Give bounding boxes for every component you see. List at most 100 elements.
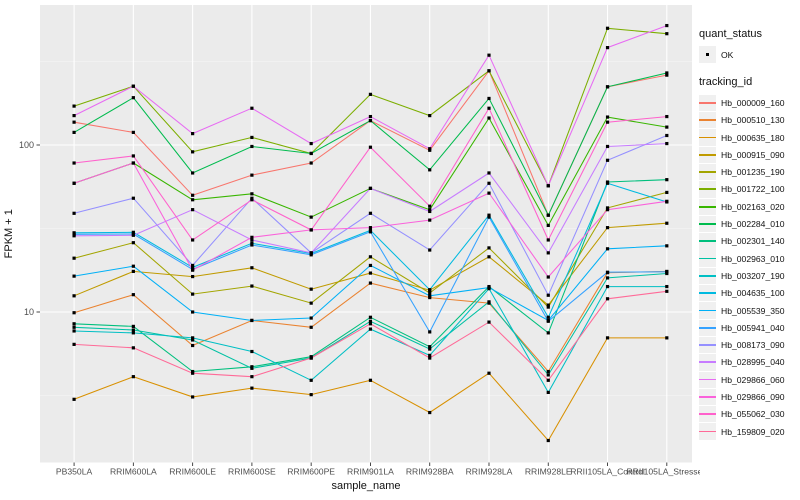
- x-axis-tick-label: RRIM901LA: [347, 467, 394, 477]
- line-swatch-key: [699, 94, 716, 112]
- legend-title-tracking-id: tracking_id: [699, 76, 753, 89]
- data-point-Hb_003207_190: [72, 329, 76, 333]
- data-point-Hb_003207_190: [368, 327, 373, 331]
- data-point-Hb_001235_190: [428, 291, 432, 295]
- data-point-Hb_002163_020: [428, 208, 432, 212]
- legend-item-Hb_002163_020: Hb_002163_020: [699, 198, 799, 215]
- data-point-Hb_001235_190: [546, 305, 550, 309]
- data-point-Hb_159809_020: [428, 356, 432, 360]
- x-axis-tick-label: RRIM600LE: [169, 467, 216, 477]
- legend-item-Hb_002284_010: Hb_002284_010: [699, 215, 799, 233]
- data-point-Hb_002301_140: [546, 331, 550, 335]
- data-point-Hb_000915_090: [309, 287, 313, 291]
- legend-item-label: Hb_001722_100: [721, 184, 785, 195]
- data-point-Hb_002163_020: [191, 198, 195, 202]
- data-point-Hb_029866_060: [191, 132, 195, 136]
- legend-item-Hb_003207_190: Hb_003207_190: [699, 267, 799, 285]
- series-color-line-icon: [699, 361, 716, 364]
- legend-item-Hb_008173_090: Hb_008173_090: [699, 336, 799, 354]
- data-point-Hb_000009_160: [309, 161, 313, 165]
- data-point-Hb_000009_160: [665, 73, 669, 77]
- data-point-Hb_029866_060: [428, 147, 432, 151]
- data-point-Hb_001722_100: [487, 69, 491, 73]
- data-point-Hb_005539_350: [605, 247, 610, 251]
- line-swatch-key: [699, 354, 716, 371]
- legend-item-Hb_002963_010: Hb_002963_010: [699, 250, 799, 267]
- data-point-Hb_002963_010: [428, 347, 432, 351]
- data-point-Hb_001235_190: [665, 190, 669, 195]
- data-point-Hb_005941_040: [250, 243, 254, 247]
- line-swatch-key: [699, 129, 716, 146]
- legend-item-Hb_000915_090: Hb_000915_090: [699, 146, 799, 164]
- data-point-Hb_159809_020: [665, 289, 669, 293]
- data-point-Hb_002284_010: [191, 171, 195, 175]
- data-point-Hb_029866_090: [428, 218, 432, 222]
- data-point-Hb_005941_040: [546, 319, 550, 323]
- line-swatch-key: [699, 267, 716, 285]
- data-point-Hb_004635_100: [487, 213, 491, 217]
- data-point-Hb_002301_140: [131, 324, 135, 328]
- data-point-Hb_008173_090: [72, 211, 76, 215]
- data-point-Hb_003207_190: [131, 331, 135, 335]
- data-point-Hb_008173_090: [368, 211, 373, 215]
- data-point-Hb_000915_090: [72, 294, 76, 298]
- x-axis-tick-label: RRIM928LE: [525, 467, 572, 477]
- data-point-Hb_003207_190: [546, 390, 550, 395]
- series-color-line-icon: [699, 119, 716, 122]
- data-point-Hb_002963_010: [665, 271, 669, 276]
- data-point-Hb_029866_090: [191, 268, 195, 272]
- legend-item-label: Hb_159809_020: [721, 426, 785, 437]
- data-point-Hb_029866_060: [487, 53, 491, 57]
- series-color-line-icon: [699, 395, 716, 398]
- data-point-Hb_005941_040: [309, 253, 313, 257]
- series-color-line-icon: [699, 257, 716, 260]
- line-swatch-key: [699, 336, 716, 354]
- legend: quant_status OK tracking_id Hb_000009_16…: [699, 28, 799, 440]
- series-color-line-icon: [699, 153, 716, 156]
- x-axis-tick-label: RRIM600SE: [228, 467, 276, 477]
- data-point-Hb_002284_010: [72, 130, 76, 134]
- line-swatch-key: [699, 423, 716, 440]
- data-point-Hb_001235_190: [487, 246, 491, 250]
- x-axis-tick-label: RRII105LA_Stressed: [626, 467, 700, 477]
- series-color-line-icon: [699, 171, 716, 173]
- data-point-Hb_000510_130: [428, 295, 432, 300]
- data-point-Hb_002963_010: [250, 366, 254, 370]
- series-color-line-icon: [699, 240, 716, 243]
- data-point-Hb_001722_100: [191, 150, 195, 154]
- legend-item-label: Hb_000635_180: [721, 132, 785, 143]
- legend-item-label: Hb_002284_010: [721, 219, 785, 230]
- data-point-Hb_055062_030: [368, 145, 373, 149]
- data-point-Hb_002301_140: [191, 369, 195, 374]
- legend-item-Hb_000635_180: Hb_000635_180: [699, 129, 799, 146]
- data-point-Hb_000510_130: [72, 311, 76, 315]
- data-point-Hb_000510_130: [368, 281, 373, 285]
- data-point-Hb_029866_090: [131, 161, 135, 165]
- legend-item-label: Hb_002301_140: [721, 236, 785, 247]
- data-point-Hb_028995_040: [191, 208, 195, 212]
- data-point-Hb_000915_090: [546, 303, 550, 307]
- data-point-Hb_029866_090: [487, 191, 491, 195]
- data-point-Hb_002301_140: [665, 178, 669, 182]
- data-point-Hb_028995_040: [72, 234, 76, 238]
- data-point-Hb_003207_190: [250, 349, 254, 354]
- legend-item-label: Hb_002963_010: [721, 253, 785, 264]
- data-point-Hb_002163_020: [665, 125, 669, 129]
- legend-title-quant-status: quant_status: [699, 28, 762, 40]
- line-swatch-key: [699, 285, 716, 302]
- x-axis-tick-label: RRIM600LA: [110, 467, 157, 477]
- legend-item-Hb_001722_100: Hb_001722_100: [699, 181, 799, 198]
- data-point-Hb_000510_130: [546, 369, 550, 374]
- data-point-Hb_005941_040: [368, 230, 373, 234]
- data-point-Hb_029866_090: [546, 275, 550, 279]
- data-point-Hb_029866_060: [665, 23, 669, 28]
- data-point-Hb_002963_010: [546, 373, 550, 377]
- data-point-Hb_000915_090: [665, 221, 669, 225]
- legend-item-Hb_000009_160: Hb_000009_160: [699, 94, 799, 112]
- data-point-Hb_055062_030: [605, 120, 610, 124]
- data-point-Hb_029866_060: [605, 46, 610, 50]
- data-point-Hb_001722_100: [72, 104, 76, 108]
- line-swatch-key: [699, 388, 716, 406]
- y-axis-title: FPKM + 1: [3, 209, 15, 258]
